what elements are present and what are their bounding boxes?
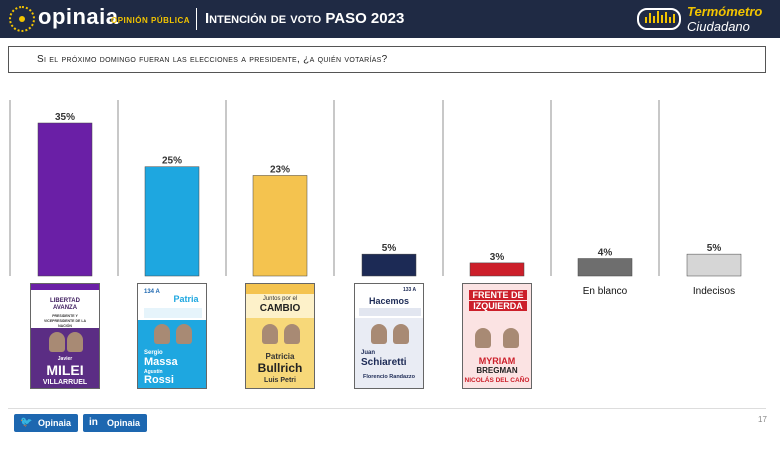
opinaia-logo-icon [9, 6, 35, 32]
candidate-surname: BREGMAN [476, 366, 518, 375]
page-title: Intención de voto PASO 2023 [205, 10, 405, 27]
list-number: 134 A [144, 289, 160, 295]
party-name-line1: Juntos por el [262, 296, 298, 302]
candidate-first-name: MYRIAM [478, 356, 516, 366]
data-label-6: 4% [598, 248, 613, 259]
party-name-line1: LIBERTAD [50, 298, 80, 304]
header-divider [196, 8, 197, 30]
bar-5 [469, 262, 525, 277]
data-label-1: 35% [55, 112, 75, 123]
data-label-7: 5% [707, 243, 722, 254]
vice-candidate: NICOLÁS DEL CAÑO [464, 377, 530, 384]
bar-6 [577, 258, 633, 277]
candidate-photo [154, 324, 170, 344]
party-name-line2: AVANZA [52, 305, 78, 311]
linkedin-button[interactable]: in Opinaia [83, 414, 147, 432]
badge-title: Termómetro [687, 4, 763, 19]
twitter-bird-icon: 🐦 [20, 417, 33, 428]
brand-subtitle: OPINIÓN PÚBLICA [111, 16, 191, 25]
party-name-line2: CAMBIO [259, 303, 301, 314]
party-name: Hacemos [368, 296, 410, 306]
candidate-first-name: Sergio [144, 350, 163, 356]
candidate-surname: Schiaretti [361, 357, 407, 368]
list-number: 133 A [403, 287, 417, 293]
ballot-card-schiaretti: 133 A Hacemos Juan Schiaretti Florencio … [354, 283, 424, 389]
candidate-photo [393, 324, 409, 344]
party-name-line2: IZQUIERDA [469, 301, 527, 311]
candidate-photo [49, 332, 65, 352]
ballot-card-bullrich: Juntos por el CAMBIO Patricia Bullrich L… [245, 283, 315, 389]
data-label-2: 25% [162, 156, 182, 167]
bar-2 [144, 166, 200, 277]
vice-first-name: Agustín [144, 369, 163, 375]
data-label-4: 5% [382, 243, 397, 254]
brand-name: opinaia [38, 4, 119, 29]
ballot-card-bregman: FRENTE DE IZQUIERDA MYRIAM BREGMAN NICOL… [462, 283, 532, 389]
bar-7 [686, 253, 742, 277]
vice-candidate: Rossi [144, 374, 174, 386]
candidate-surname: MILEI [46, 362, 84, 378]
bar-3 [252, 175, 308, 277]
footer-divider [8, 408, 766, 409]
survey-question: Si el próximo domingo fueran las eleccio… [37, 54, 388, 65]
badge-subtitle: Ciudadano [687, 19, 750, 34]
candidate-photo [176, 324, 192, 344]
data-label-3: 23% [270, 164, 290, 175]
blank-vote-label: En blanco [582, 286, 628, 297]
twitter-handle: Opinaia [38, 418, 72, 428]
candidate-photo [475, 328, 491, 348]
candidate-photo [262, 324, 278, 344]
candidate-photo [284, 324, 300, 344]
thermometer-chat-icon [637, 8, 681, 30]
ballot-role: PRESIDENTE Y VICEPRESIDENTE DE LA NACIÓN [43, 314, 86, 328]
data-label-5: 3% [490, 252, 505, 263]
candidate-surname: Massa [144, 356, 178, 368]
candidate-first-name: Juan [361, 350, 376, 356]
candidate-photo [503, 328, 519, 348]
party-name: Patria [173, 294, 199, 304]
ballot-card-milei: LIBERTAD AVANZA PRESIDENTE Y VICEPRESIDE… [30, 283, 100, 389]
linkedin-icon: in [89, 417, 98, 428]
candidate-first-name: Patricia [265, 352, 295, 361]
candidate-surname: Bullrich [257, 361, 303, 375]
linkedin-handle: Opinaia [107, 418, 141, 428]
candidate-photo [371, 324, 387, 344]
header-bar: opinaia OPINIÓN PÚBLICA Intención de vot… [0, 0, 780, 38]
undecided-label: Indecisos [692, 286, 736, 297]
vice-candidate: Luis Petri [264, 377, 296, 384]
ballot-card-massa: 134 A Patria Sergio Massa Agustín Rossi [137, 283, 207, 389]
bar-1 [37, 122, 93, 277]
candidate-first-name: Javier [57, 356, 73, 362]
twitter-button[interactable]: 🐦 Opinaia [14, 414, 78, 432]
party-name-line1: FRENTE DE [469, 290, 527, 300]
bar-4 [361, 253, 417, 277]
question-box: Si el próximo domingo fueran las eleccio… [8, 46, 766, 73]
vice-candidate: VILLARRUEL [42, 379, 88, 386]
candidate-photo [67, 332, 83, 352]
page-number: 17 [758, 415, 767, 424]
vice-candidate: Florencio Randazzo [363, 374, 415, 380]
